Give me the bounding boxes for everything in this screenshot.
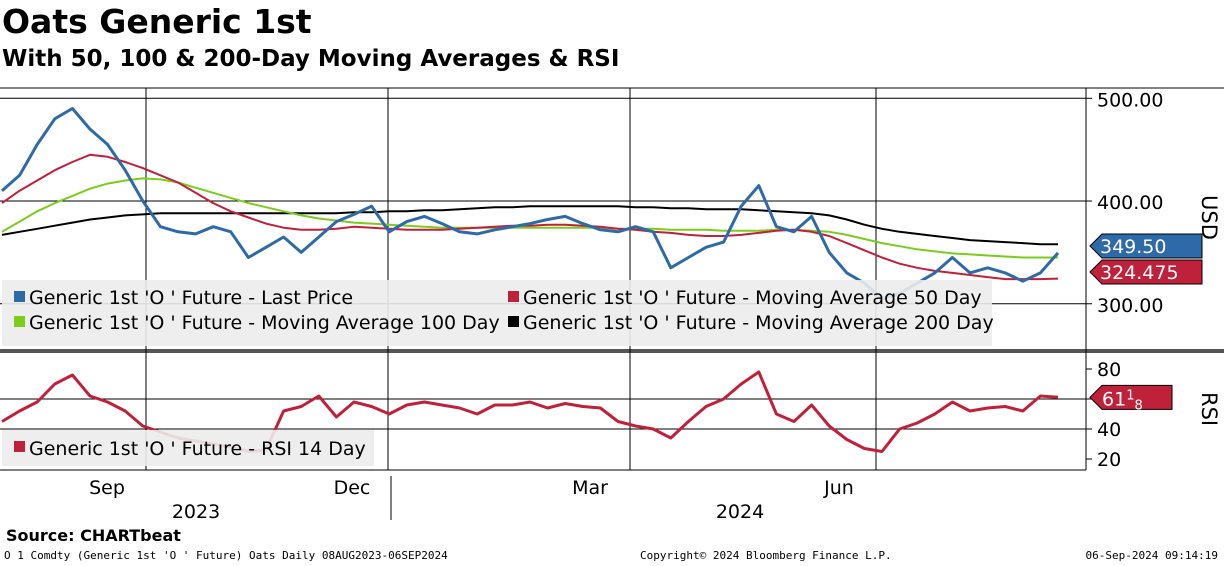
x-year-label: 2024: [716, 501, 764, 520]
price-tick-label: 400.00: [1097, 192, 1163, 214]
source-note: Source: CHARTbeat: [6, 526, 181, 545]
x-tick-label: Sep: [89, 477, 125, 499]
legend-swatch: [508, 291, 519, 302]
last-value-label: 324.475: [1100, 262, 1179, 284]
footer-ticker-info: O 1 Comdty (Generic 1st 'O ' Future) Oat…: [4, 549, 448, 562]
chart-area: 300.00 400.00 500.00 20 40 80 USD RSI Generic 1s…: [0, 87, 1224, 520]
price-tick-label: 500.00: [1097, 89, 1163, 111]
last-value-label: 6118: [1102, 388, 1143, 413]
price-tick-label: 300.00: [1097, 295, 1163, 317]
last-value-label: 349.50: [1100, 236, 1166, 258]
legend-label: Generic 1st 'O ' Future - Moving Average…: [523, 312, 994, 334]
chart-title: Oats Generic 1st: [2, 2, 312, 41]
series-line-ma50: [1, 153, 1059, 281]
footer-copyright: Copyright© 2024 Bloomberg Finance L.P.: [640, 549, 892, 562]
legend-swatch: [14, 441, 25, 452]
legend-label: Generic 1st 'O ' Future - Moving Average…: [29, 312, 500, 334]
rsi-tick-label: 20: [1097, 449, 1121, 471]
footer-timestamp: 06-Sep-2024 09:14:19: [1085, 549, 1218, 562]
x-tick-label: Mar: [572, 477, 608, 499]
last-value-tag: [1089, 384, 1173, 410]
last-value-tag: [1089, 233, 1203, 259]
x-tick-label: Jun: [823, 477, 854, 499]
x-tick-label: Dec: [334, 477, 371, 499]
price-axis-label: USD: [1197, 195, 1221, 240]
rsi-tick-label: 40: [1097, 419, 1121, 441]
chart-subtitle: With 50, 100 & 200-Day Moving Averages &…: [2, 46, 620, 72]
rsi-tick-label: 80: [1097, 359, 1121, 381]
legend-swatch: [14, 316, 25, 327]
rsi-legend-box: [2, 430, 374, 466]
x-year-label: 2023: [172, 501, 220, 520]
legend-label: Generic 1st 'O ' Future - Moving Average…: [523, 287, 982, 309]
legend-label: Generic 1st 'O ' Future - RSI 14 Day: [29, 438, 366, 460]
legend-swatch: [508, 316, 519, 327]
legend-label: Generic 1st 'O ' Future - Last Price: [29, 287, 353, 309]
last-value-tag: [1089, 259, 1203, 285]
legend-swatch: [14, 291, 25, 302]
series-line-ma200: [1, 205, 1058, 246]
rsi-axis-label: RSI: [1197, 392, 1221, 426]
price-legend-box: [2, 280, 992, 346]
